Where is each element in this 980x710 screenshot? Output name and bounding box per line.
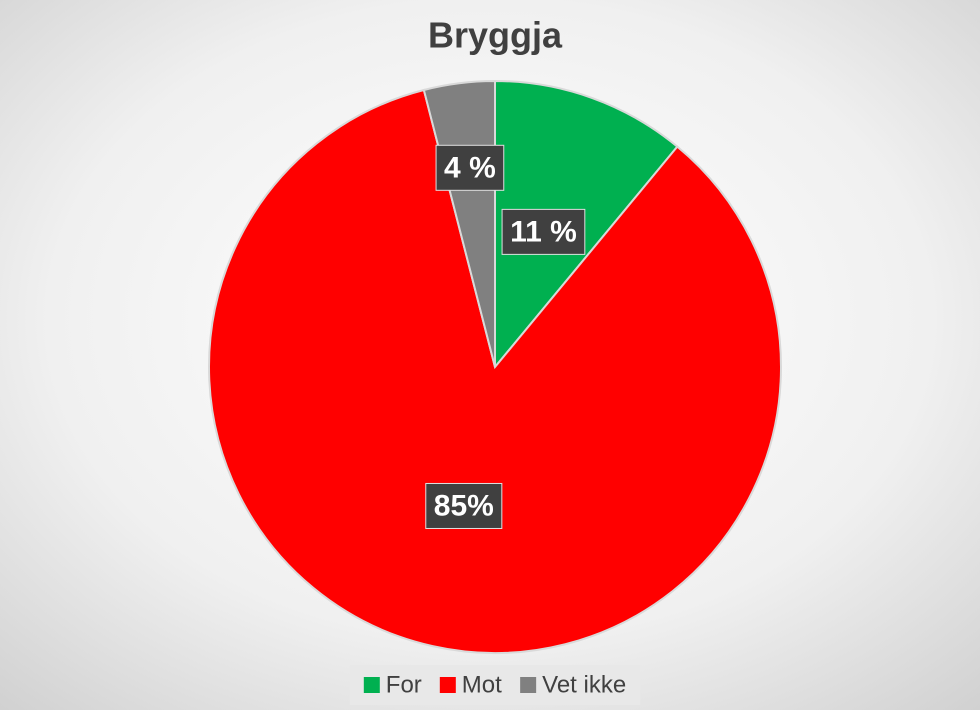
chart-title: Bryggja [428,15,563,56]
slices [208,79,782,654]
legend-swatch [363,677,380,693]
legend-label: For [386,671,422,698]
labels: 11 % 85% 4 % [425,144,586,529]
legend-box [349,665,641,705]
pie-slice [208,88,782,654]
data-label: 4 % [444,151,496,184]
pie-slice [494,79,679,370]
legend-label: Vet ikke [542,671,626,698]
legend-label: Mot [462,671,502,698]
data-label-box [425,482,503,529]
legend: For Mot Vet ikke [363,671,626,698]
legend-swatch [439,677,456,693]
legend-swatch [520,677,537,693]
data-label: 11 % [510,215,577,248]
data-label-box [501,208,586,255]
data-label-box [435,144,505,191]
data-label: 85% [434,489,494,522]
